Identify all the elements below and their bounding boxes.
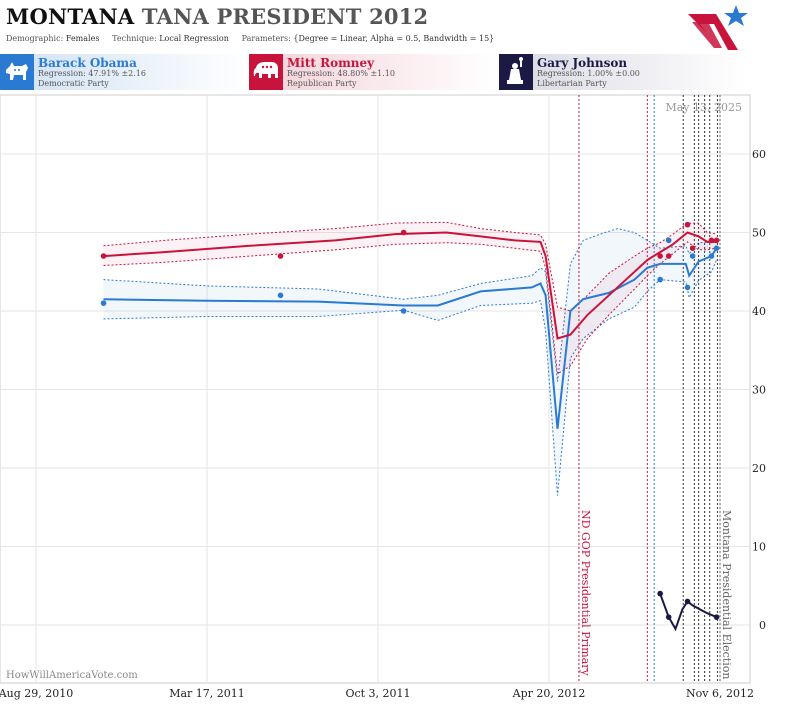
candidate-party: Libertarian Party — [537, 79, 607, 88]
x-tick-label: Mar 17, 2011 — [169, 687, 245, 700]
poll-point — [713, 614, 720, 620]
technique-value: Local Regression — [159, 34, 229, 43]
confidence-upper — [103, 221, 717, 312]
poll-point — [277, 253, 284, 259]
candidate-johnson[interactable]: Gary Johnson Regression: 1.00% ±0.00 Lib… — [499, 54, 747, 90]
confidence-lower — [103, 259, 718, 496]
event-label: ND GOP Presidential Primary — [579, 510, 592, 677]
donkey-icon — [0, 54, 34, 90]
x-tick-label: Oct 3, 2011 — [345, 687, 410, 700]
y-tick-label: 50 — [752, 227, 766, 240]
poll-point — [657, 276, 663, 283]
poll-point — [400, 308, 407, 314]
poll-point — [100, 253, 107, 259]
y-tick-label: 60 — [752, 148, 766, 161]
star-logo-icon — [688, 5, 748, 50]
candidate-regression: Regression: 48.80% ±1.10 — [287, 69, 395, 78]
title-state: MONTANA — [6, 4, 135, 29]
candidate-name: Mitt Romney — [287, 56, 375, 70]
poll-point — [684, 598, 691, 605]
event-label: Montana Presidential Election — [720, 510, 733, 679]
parameters-value: {Degree = Linear, Alpha = 0.5, Bandwidth… — [293, 34, 495, 43]
demographic-value: Females — [65, 34, 100, 43]
date-stamp: May 13, 2025 — [665, 101, 742, 114]
poll-point — [708, 253, 715, 259]
poll-point — [277, 292, 284, 299]
chart-title: MONTANA TANA PRESIDENT 2012 — [6, 4, 428, 29]
series-line — [103, 231, 717, 340]
poll-point — [684, 284, 691, 291]
poll-point — [689, 245, 696, 251]
x-tick-label: Aug 29, 2010 — [0, 687, 73, 700]
statue-of-liberty-icon — [499, 54, 533, 90]
candidate-party: Republican Party — [287, 79, 357, 88]
poll-point — [100, 300, 107, 306]
poll-point — [708, 237, 715, 244]
poll-point — [665, 237, 672, 244]
confidence-upper — [103, 228, 717, 382]
candidate-regression: Regression: 47.91% ±2.16 — [38, 69, 146, 78]
poll-point — [713, 237, 720, 244]
y-tick-label: 20 — [752, 462, 766, 475]
poll-point — [657, 590, 663, 597]
series-line — [103, 247, 718, 429]
candidate-name: Barack Obama — [38, 56, 137, 70]
y-tick-label: 30 — [752, 384, 766, 397]
title-rest: TANA PRESIDENT 2012 — [141, 4, 429, 29]
x-tick-label: Apr 20, 2012 — [512, 687, 586, 700]
poll-point — [665, 614, 672, 620]
parameters-line: Demographic: Females Technique: Local Re… — [6, 34, 495, 43]
poll-point — [684, 221, 691, 228]
y-tick-label: 10 — [752, 541, 766, 554]
watermark: HowWillAmericaVote.com — [6, 670, 138, 681]
y-tick-label: 40 — [752, 305, 766, 318]
candidate-obama[interactable]: Barack Obama Regression: 47.91% ±2.16 De… — [0, 54, 248, 90]
poll-point — [713, 245, 720, 251]
y-tick-label: 0 — [759, 619, 766, 632]
candidate-party: Democratic Party — [38, 79, 109, 88]
candidate-regression: Regression: 1.00% ±0.00 — [537, 69, 640, 78]
poll-point — [689, 253, 696, 259]
candidate-romney[interactable]: Mitt Romney Regression: 48.80% ±1.10 Rep… — [249, 54, 498, 90]
candidate-name: Gary Johnson — [537, 56, 628, 70]
x-tick-label: Nov 6, 2012 — [686, 687, 754, 700]
poll-point — [665, 253, 672, 259]
poll-point — [657, 253, 663, 259]
poll-point — [400, 229, 407, 236]
elephant-icon — [249, 54, 283, 90]
